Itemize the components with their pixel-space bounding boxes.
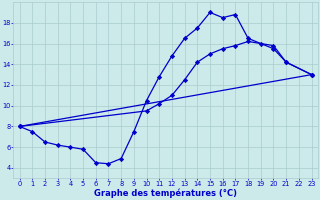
X-axis label: Graphe des températures (°C): Graphe des températures (°C) [94, 188, 237, 198]
